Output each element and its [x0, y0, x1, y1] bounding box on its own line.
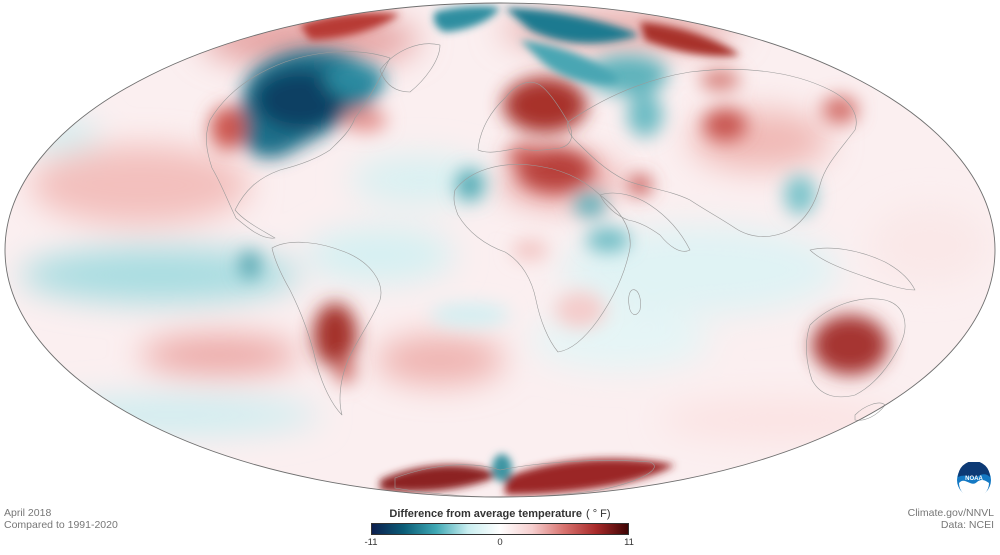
noaa-logo-icon: NOAA — [957, 462, 991, 498]
map-info: April 2018 Compared to 1991-2020 — [4, 507, 118, 531]
credit-source: Data: NCEI — [940, 519, 994, 531]
coastline-south-america — [271, 241, 382, 416]
coastline-madagascar — [628, 289, 641, 315]
map-baseline: Compared to 1991-2020 — [4, 519, 118, 531]
legend-tick-max: 11 — [624, 537, 634, 548]
regional-anomalies — [210, 49, 888, 384]
legend-tick-min: -11 — [364, 537, 378, 548]
credit-site: Climate.gov/NNVL — [907, 507, 994, 519]
map-date: April 2018 — [4, 507, 52, 519]
legend-title: Difference from average temperature — [389, 508, 582, 520]
coastline-australia — [806, 298, 906, 398]
logo-text: NOAA — [965, 476, 983, 482]
legend-title-row: Difference from average temperature ( ° F… — [371, 508, 629, 520]
legend-tick-mid: 0 — [497, 537, 503, 548]
legend-unit: ( ° F) — [586, 508, 611, 520]
globe-outline — [4, 2, 996, 498]
coastline-indonesia — [809, 247, 916, 291]
coastline-greenland — [379, 43, 441, 93]
map-credits: Climate.gov/NNVL Data: NCEI — [908, 507, 994, 531]
coastline-arabia-india — [599, 192, 691, 252]
color-legend: Difference from average temperature ( ° F… — [364, 508, 633, 548]
polar-anomalies — [300, 6, 740, 495]
legend-color-bar — [371, 523, 629, 535]
world-anomaly-map — [4, 2, 996, 498]
anomaly-field — [5, 3, 995, 497]
coastline-africa — [453, 164, 631, 353]
legend-ticks: -11 0 11 — [364, 535, 633, 548]
coastline-north-america — [206, 51, 391, 239]
coastline-asia — [567, 69, 857, 237]
